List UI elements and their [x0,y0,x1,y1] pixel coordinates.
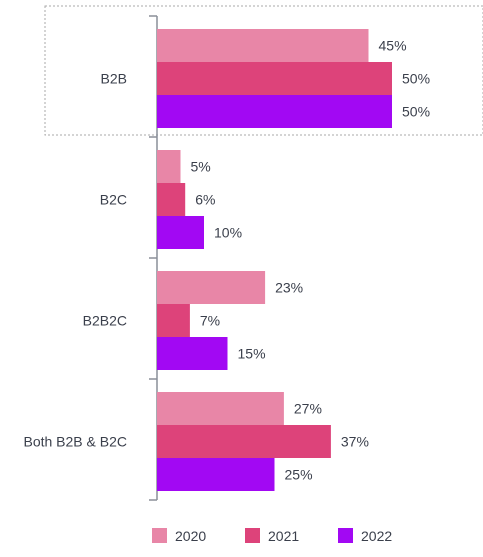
data-label-b2b2c-2022: 15% [238,346,266,362]
data-label-b2b-2021: 50% [402,71,430,87]
data-label-b2c-2021: 6% [195,192,215,208]
data-label-both-b2b-b2c-2020: 27% [294,401,322,417]
bar-both-b2b-b2c-2021 [157,425,331,458]
data-labels: 45% 50% 50% 5% 6% 10% 23% 7% 15% 27% 37% 25% [191,38,431,483]
data-label-b2b-2020: 45% [379,38,407,54]
legend-label-2022: 2022 [361,528,392,544]
bar-b2b-2022 [157,95,392,128]
bar-b2b-2021 [157,62,392,95]
highlight-box [44,5,483,136]
bar-b2b2c-2021 [157,304,190,337]
bar-both-b2b-b2c-2020 [157,392,284,425]
bar-b2b2c-2020 [157,271,266,304]
category-axis [149,15,158,501]
category-label-b2b2c: B2B2C [83,313,127,329]
data-label-both-b2b-b2c-2021: 37% [341,434,369,450]
legend-swatch-2022 [338,528,353,543]
category-label-b2c: B2C [100,192,127,208]
data-label-b2b2c-2020: 23% [275,280,303,296]
category-label-both-b2b-b2c: Both B2B & B2C [23,434,127,450]
bars [157,29,392,491]
bar-b2b2c-2022 [157,337,228,370]
legend-swatch-2021 [245,528,260,543]
legend-label-2020: 2020 [175,528,206,544]
legend: 2020 2021 2022 [152,528,392,544]
category-labels: B2B B2C B2B2C Both B2B & B2C [23,71,127,450]
category-label-b2b: B2B [101,71,127,87]
data-label-b2c-2020: 5% [191,159,211,175]
bar-b2c-2022 [157,216,204,249]
bar-b2c-2020 [157,150,181,183]
data-label-b2c-2022: 10% [214,225,242,241]
data-label-b2b-2022: 50% [402,104,430,120]
bar-b2b-2020 [157,29,369,62]
data-label-both-b2b-b2c-2022: 25% [285,467,313,483]
bar-b2c-2021 [157,183,186,216]
data-label-b2b2c-2021: 7% [200,313,220,329]
legend-swatch-2020 [152,528,167,543]
legend-label-2021: 2021 [268,528,299,544]
bar-both-b2b-b2c-2022 [157,458,275,491]
